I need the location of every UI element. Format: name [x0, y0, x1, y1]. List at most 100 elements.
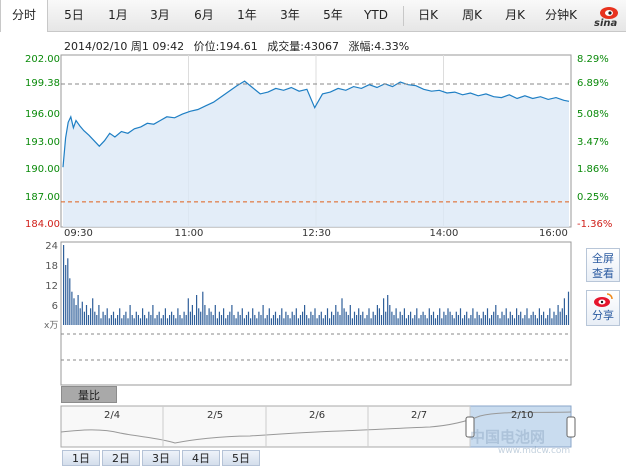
percent-tick-label: 3.47%	[577, 136, 609, 148]
tab-3-month[interactable]: 3月	[150, 8, 170, 22]
tab-weekly-k[interactable]: 周K	[462, 8, 482, 22]
tab-ytd[interactable]: YTD	[364, 8, 388, 22]
volume-bar	[96, 315, 98, 325]
volume-bar	[333, 315, 335, 325]
volume-bar	[507, 318, 509, 325]
tab-5-year[interactable]: 5年	[323, 8, 343, 22]
volume-bar	[389, 305, 391, 325]
volume-bars	[63, 245, 570, 325]
volume-bar	[555, 315, 557, 325]
volume-bar	[314, 308, 316, 325]
volume-bar	[150, 315, 152, 325]
price-tick-label: 196.00	[25, 109, 60, 120]
volume-bar	[339, 315, 341, 325]
share-label: 分享	[592, 309, 614, 322]
volume-bar	[353, 311, 356, 325]
volume-bar	[376, 305, 378, 325]
volume-bar	[351, 318, 353, 325]
share-button[interactable]: 分享	[586, 290, 620, 326]
volume-bar	[393, 315, 395, 325]
time-tick-label: 12:30	[302, 228, 331, 239]
volume-bar	[127, 318, 129, 325]
tab-monthly-k[interactable]: 月K	[505, 8, 525, 22]
volume-bar	[324, 315, 326, 325]
volume-bar	[256, 318, 258, 325]
volume-bar	[156, 315, 158, 325]
volume-bar	[210, 311, 212, 325]
volume-ratio-tab[interactable]: 量比	[61, 386, 117, 403]
volume-bar	[112, 311, 115, 325]
sina-eye-icon[interactable]: sina	[592, 4, 622, 28]
volume-bar	[418, 318, 420, 325]
volume-bar	[405, 318, 407, 325]
volume-bar	[189, 311, 191, 325]
range-3-day-button[interactable]: 3日	[142, 450, 180, 466]
price-tick-label: 184.00	[25, 219, 60, 230]
volume-bar	[358, 308, 360, 325]
navigator-right-handle[interactable]	[566, 416, 576, 438]
tab-1-year[interactable]: 1年	[237, 8, 257, 22]
volume-bar	[160, 318, 162, 325]
volume-bar	[422, 311, 424, 325]
range-1-day-button[interactable]: 1日	[62, 450, 100, 466]
volume-bar	[366, 315, 368, 325]
volume-bar	[291, 311, 293, 325]
volume-bar	[397, 318, 399, 325]
tab-6-month[interactable]: 6月	[194, 8, 214, 22]
tab-1-month[interactable]: 1月	[108, 8, 128, 22]
volume-bar	[254, 315, 256, 325]
watermark-logo: 中国电池网	[470, 428, 546, 446]
volume-tick-label: 24	[45, 241, 58, 252]
reference-lines	[61, 83, 571, 203]
volume-bar	[100, 318, 102, 325]
volume-bar	[509, 311, 511, 325]
tab-5-day[interactable]: 5日	[64, 8, 84, 22]
volume-bar	[144, 315, 146, 325]
volume-bar	[266, 315, 268, 325]
volume-bar	[326, 308, 329, 325]
tab-minute-k[interactable]: 分钟K	[545, 8, 577, 22]
volume-bar	[87, 315, 90, 325]
quote-datetime: 2014/02/10 周1 09:42	[64, 40, 185, 53]
volume-bar	[372, 311, 374, 325]
volume-bar	[441, 318, 443, 325]
volume-bar	[383, 298, 385, 325]
volume-bar	[540, 315, 543, 325]
volume-bar	[245, 315, 248, 325]
volume-bar	[137, 315, 139, 325]
volume-bar	[239, 315, 241, 325]
volume-bar	[196, 295, 198, 325]
range-2-day-button[interactable]: 2日	[102, 450, 140, 466]
range-4-day-button[interactable]: 4日	[182, 450, 220, 466]
volume-bar	[329, 318, 331, 325]
volume-bar	[526, 308, 528, 325]
volume-bar	[119, 308, 121, 325]
time-tick-label: 14:00	[429, 228, 459, 239]
volume-bar	[310, 311, 312, 325]
volume-bar	[63, 245, 65, 325]
range-5-day-button[interactable]: 5日	[222, 450, 260, 466]
navigator-date-label: 2/4	[104, 410, 121, 421]
volume-tick-label: 6	[52, 301, 58, 312]
volume-bar	[395, 308, 397, 325]
price-line	[62, 80, 570, 168]
volume-bar	[428, 308, 430, 325]
tab-intraday[interactable]: 分时	[0, 0, 48, 32]
volume-bar	[92, 298, 94, 325]
volume-bar	[362, 311, 364, 325]
volume-bar	[547, 315, 549, 325]
tab-daily-k[interactable]: 日K	[418, 8, 438, 22]
fullscreen-button[interactable]: 全屏 查看	[586, 248, 620, 282]
percent-tick-label: 0.25%	[577, 191, 609, 203]
navigator-left-handle[interactable]	[465, 416, 475, 438]
volume-bar	[318, 315, 320, 325]
volume-bar	[154, 318, 156, 325]
volume-bar	[139, 318, 142, 325]
volume-bar	[131, 315, 133, 325]
volume-bar	[65, 265, 67, 325]
navigator-date-label: 2/7	[411, 410, 428, 421]
tab-3-year[interactable]: 3年	[280, 8, 300, 22]
volume-bar	[407, 315, 410, 325]
volume-bar	[482, 311, 484, 325]
volume-bar	[513, 318, 516, 325]
